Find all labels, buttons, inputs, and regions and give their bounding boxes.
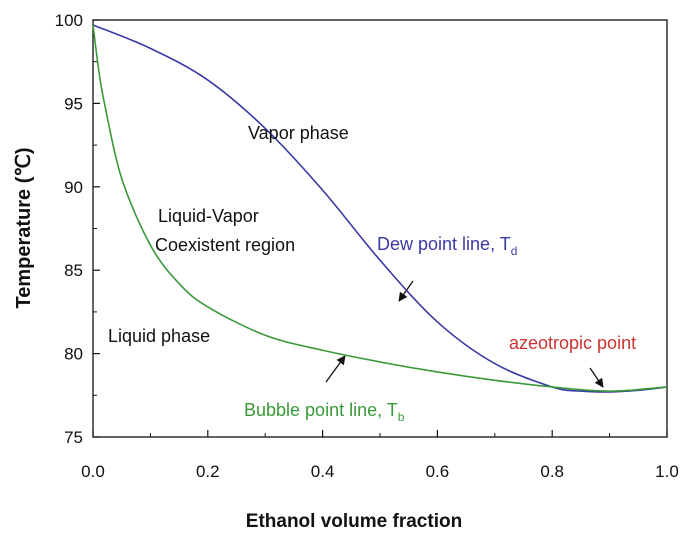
arrow	[398, 280, 414, 302]
y-tick-label: 85	[64, 261, 83, 280]
x-tick-label: 0.4	[311, 462, 335, 481]
x-tick-label: 0.0	[81, 462, 105, 481]
y-tick-label: 95	[64, 94, 83, 113]
x-tick-label: 0.8	[540, 462, 564, 481]
series-line	[92, 24, 668, 392]
arrow	[325, 355, 346, 383]
annotation: azeotropic point	[509, 333, 636, 353]
y-tick-label: 80	[64, 345, 83, 364]
y-tick-label: 100	[55, 11, 83, 30]
x-axis-label: Ethanol volume fraction	[246, 511, 462, 532]
annotation-text: Coexistent region	[155, 235, 295, 255]
annotation: Vapor phase	[248, 123, 349, 143]
y-tick-label: 75	[64, 428, 83, 447]
y-axis-label: Temperature (℃)	[13, 147, 35, 308]
y-tick-label: 90	[64, 178, 83, 197]
annotation-text: Dew point line, T	[377, 234, 511, 254]
annotation-subscript: d	[511, 244, 518, 258]
annotation: Liquid phase	[108, 326, 210, 346]
arrow	[589, 367, 604, 388]
annotation-text: azeotropic point	[509, 333, 636, 353]
annotation-text: Liquid phase	[108, 326, 210, 346]
annotation-text: Liquid-Vapor	[158, 206, 259, 226]
x-tick-label: 1.0	[655, 462, 679, 481]
annotation: Coexistent region	[155, 235, 295, 255]
annotation: Bubble point line, Tb	[244, 400, 405, 424]
annotation: Dew point line, Td	[377, 234, 517, 258]
annotation-text: Bubble point line, T	[244, 400, 398, 420]
series-line	[92, 24, 668, 393]
annotation-subscript: b	[398, 410, 405, 424]
plot-frame	[92, 19, 668, 438]
annotation-text: Vapor phase	[248, 123, 349, 143]
x-tick-label: 0.2	[196, 462, 220, 481]
annotation: Liquid-Vapor	[158, 206, 259, 226]
x-tick-label: 0.6	[426, 462, 450, 481]
